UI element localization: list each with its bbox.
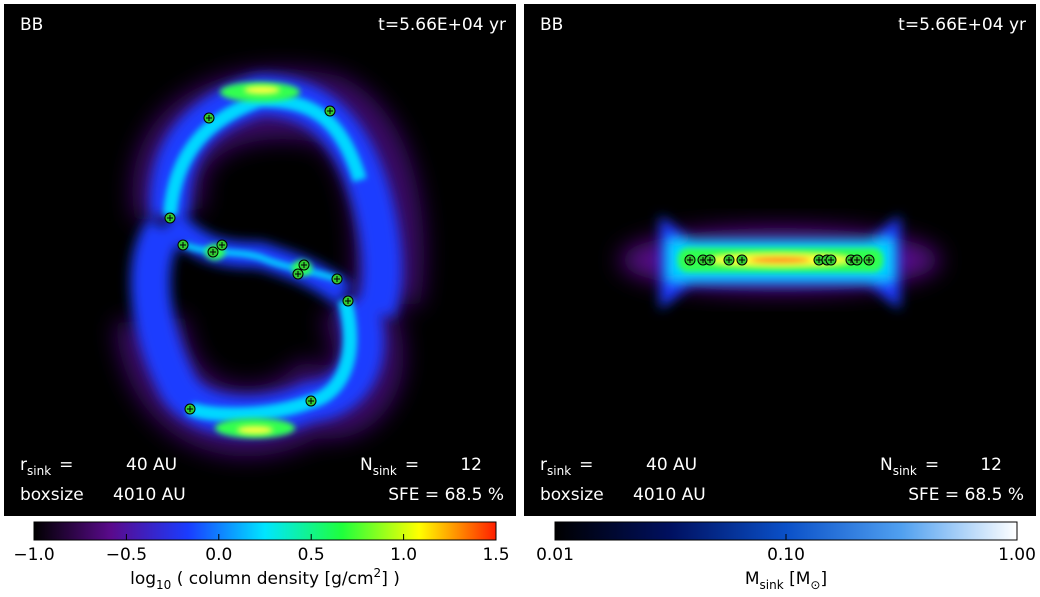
nsink-value: 12 (980, 455, 1002, 475)
sink (305, 395, 317, 407)
panel-label: BB (20, 15, 43, 35)
panel-label: BB (540, 15, 563, 35)
sink (207, 246, 219, 258)
boxsize-label: boxsize (20, 485, 84, 505)
sink-markers (164, 105, 875, 415)
tick-label: 0.0 (205, 545, 232, 565)
nsink-label: Nsink = (880, 455, 939, 478)
sink (203, 112, 215, 124)
sink (825, 254, 837, 266)
sink (331, 273, 343, 285)
colorbar-title: log10 ( column density [g/cm2] ) (130, 566, 400, 592)
sink (863, 254, 875, 266)
sink (736, 254, 748, 266)
tick-label: 0.01 (536, 545, 574, 565)
tick-label: 0.10 (767, 545, 805, 565)
sfe-label: SFE = 68.5 % (908, 485, 1024, 505)
sink (324, 105, 336, 117)
nsink-label: Nsink = (360, 455, 419, 478)
boxsize-value: 4010 AU (113, 485, 186, 505)
tick-label: 0.5 (298, 545, 325, 565)
tick-label: −0.5 (106, 545, 147, 565)
sink (292, 268, 304, 280)
sink (216, 239, 228, 251)
sink (851, 254, 863, 266)
sink (177, 239, 189, 251)
sink (723, 254, 735, 266)
sink (184, 403, 196, 415)
time-label: t=5.66E+04 yr (378, 15, 506, 35)
boxsize-value: 4010 AU (633, 485, 706, 505)
time-label: t=5.66E+04 yr (898, 15, 1026, 35)
sink (704, 254, 716, 266)
sink (298, 259, 310, 271)
sink (164, 212, 176, 224)
sfe-label: SFE = 68.5 % (388, 485, 504, 505)
nsink-value: 12 (460, 455, 482, 475)
colorbar (33, 521, 497, 541)
boxsize-label: boxsize (540, 485, 604, 505)
rsink-label: rsink = (540, 455, 593, 478)
colorbar-title: Msink [M⊙] (745, 569, 827, 592)
rsink-value: 40 AU (126, 455, 177, 475)
sink (342, 295, 354, 307)
rsink-value: 40 AU (646, 455, 697, 475)
tick-label: 1.5 (482, 545, 509, 565)
tick-label: 1.00 (998, 545, 1036, 565)
rsink-label: rsink = (20, 455, 73, 478)
tick-label: −1.0 (13, 545, 54, 565)
sink (684, 254, 696, 266)
tick-label: 1.0 (390, 545, 417, 565)
